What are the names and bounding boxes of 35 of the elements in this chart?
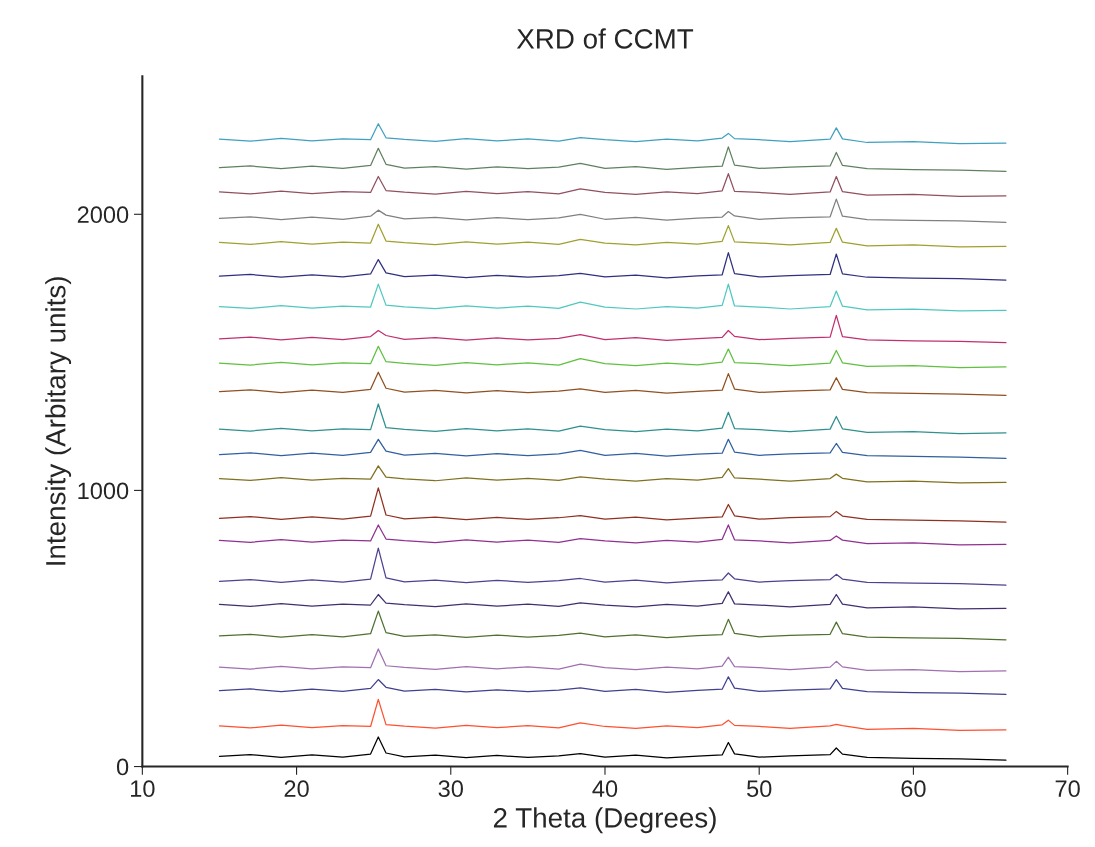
x-tick-label: 60 [901, 780, 926, 798]
line-series [218, 736, 1007, 761]
line-series [218, 547, 1007, 586]
chart-title: XRD of CCMT [516, 28, 694, 49]
line-series [218, 591, 1007, 610]
y-tick-label: 2000 [77, 206, 129, 224]
line-series [218, 403, 1007, 435]
line-series [218, 610, 1007, 641]
y-tick-label: 0 [116, 758, 129, 776]
x-tick-label: 20 [284, 780, 309, 798]
x-axis-title: 2 Theta (Degrees) [493, 807, 716, 834]
line-series [218, 198, 1007, 223]
line-series [218, 648, 1007, 673]
line-series [218, 223, 1007, 248]
line-series [218, 676, 1007, 696]
line-series [218, 146, 1007, 173]
line-series [218, 173, 1007, 197]
x-tick-label: 10 [131, 780, 155, 798]
line-series [218, 283, 1007, 312]
line-series [218, 371, 1007, 397]
line-series [218, 524, 1007, 546]
line-series [218, 345, 1007, 369]
line-series [218, 123, 1007, 145]
x-tick-label: 50 [747, 780, 772, 798]
line-series [218, 698, 1007, 731]
y-tick-label: 1000 [78, 482, 129, 500]
x-tick-label: 30 [438, 780, 463, 798]
line-series [218, 314, 1007, 344]
line-series [218, 252, 1007, 281]
x-tick-label: 40 [592, 780, 618, 798]
line-series [218, 438, 1007, 460]
line-series [218, 465, 1007, 484]
y-axis-title: Intensity (Arbitary units) [45, 277, 72, 565]
line-series [218, 487, 1007, 523]
x-tick-label: 70 [1055, 780, 1080, 798]
